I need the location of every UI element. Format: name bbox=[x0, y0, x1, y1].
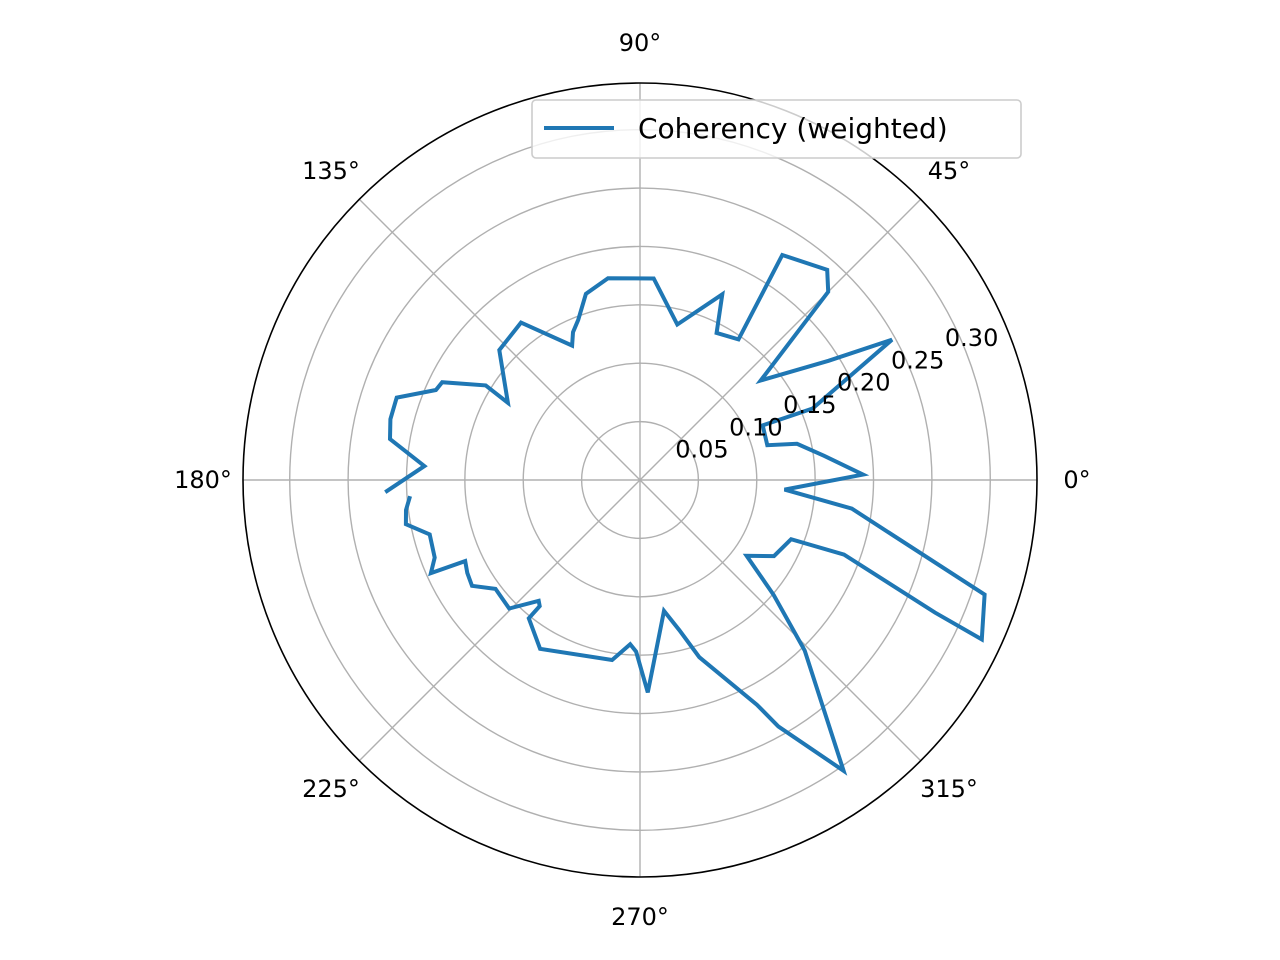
r-tick-label: 0.10 bbox=[729, 413, 782, 441]
polar-frame bbox=[242, 82, 1038, 878]
theta-grid-line bbox=[358, 198, 641, 481]
legend-box bbox=[531, 99, 1022, 159]
theta-tick-label: 90° bbox=[619, 29, 662, 57]
theta-tick-label: 45° bbox=[928, 157, 971, 185]
r-tick-label: 0.30 bbox=[945, 324, 998, 352]
theta-tick-label: 0° bbox=[1063, 466, 1090, 494]
series-line-coherency bbox=[384, 252, 987, 776]
polar-grid bbox=[243, 83, 1037, 877]
theta-tick-label: 180° bbox=[174, 466, 232, 494]
r-tick-label: 0.15 bbox=[783, 391, 836, 419]
r-tick-label: 0.05 bbox=[675, 436, 728, 464]
theta-grid-line bbox=[639, 198, 922, 481]
theta-tick-label: 135° bbox=[302, 157, 360, 185]
theta-tick-label: 315° bbox=[920, 775, 978, 803]
legend-label: Coherency (weighted) bbox=[638, 112, 948, 145]
r-tick-labels: 0.050.100.150.200.250.30 bbox=[675, 324, 998, 464]
series-layer bbox=[384, 252, 987, 776]
r-tick-label: 0.25 bbox=[891, 346, 944, 374]
theta-tick-label: 225° bbox=[302, 775, 360, 803]
theta-tick-labels: 0° 45° 90° 135° 180° 225° 270° 315° bbox=[174, 29, 1091, 931]
theta-tick-label: 270° bbox=[611, 903, 669, 931]
theta-grid-line bbox=[639, 479, 922, 762]
theta-grid-line bbox=[358, 479, 641, 762]
legend: Coherency (weighted) bbox=[531, 99, 1022, 159]
r-tick-label: 0.20 bbox=[837, 369, 890, 397]
